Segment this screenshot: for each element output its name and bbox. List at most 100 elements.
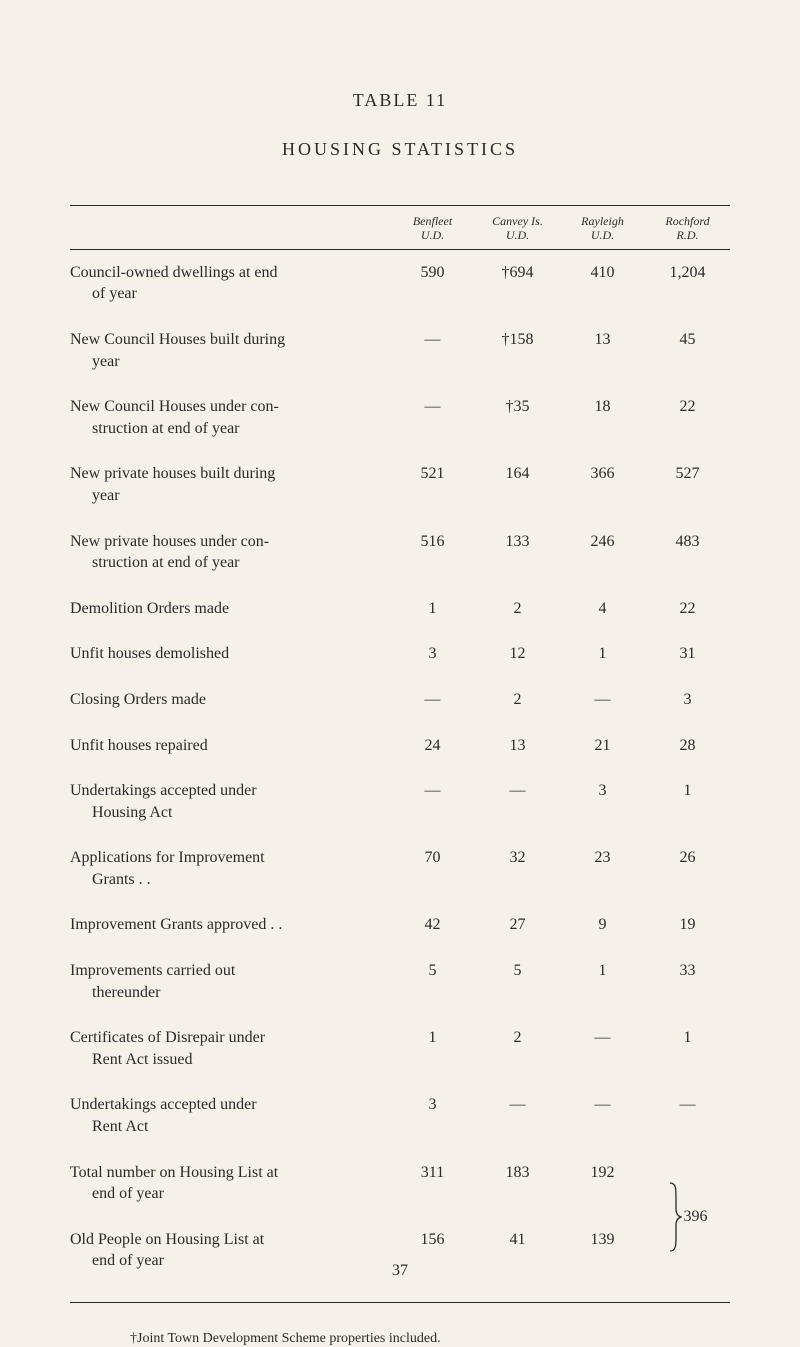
cell-value: 45 bbox=[645, 317, 730, 384]
row-label: Total number on Housing List atend of ye… bbox=[70, 1150, 390, 1217]
table-body: Council-owned dwellings at endof year590… bbox=[70, 249, 730, 1284]
cell-value: 18 bbox=[560, 384, 645, 451]
footnote: †Joint Town Development Scheme propertie… bbox=[70, 1331, 730, 1347]
cell-value: †158 bbox=[475, 317, 560, 384]
row-label: New Council Houses under con-struction a… bbox=[70, 384, 390, 451]
cell-value: 3 bbox=[390, 631, 475, 677]
cell-value: 5 bbox=[390, 948, 475, 1015]
row-label: Applications for ImprovementGrants . . bbox=[70, 835, 390, 902]
header-empty bbox=[70, 206, 390, 249]
cell-value: 246 bbox=[560, 519, 645, 586]
cell-value: 366 bbox=[560, 451, 645, 518]
row-label: Undertakings accepted underRent Act bbox=[70, 1082, 390, 1149]
header-col-3: RayleighU.D. bbox=[560, 206, 645, 249]
table-row: Demolition Orders made12422 bbox=[70, 586, 730, 632]
cell-value: 1 bbox=[390, 1015, 475, 1082]
row-label: Certificates of Disrepair underRent Act … bbox=[70, 1015, 390, 1082]
cell-value: 1 bbox=[560, 631, 645, 677]
page-number: 37 bbox=[0, 1262, 800, 1280]
row-label: Unfit houses repaired bbox=[70, 723, 390, 769]
cell-value: 23 bbox=[560, 835, 645, 902]
cell-value: 4 bbox=[560, 586, 645, 632]
cell-value: — bbox=[390, 317, 475, 384]
row-label: New private houses built duringyear bbox=[70, 451, 390, 518]
cell-value: — bbox=[390, 768, 475, 835]
cell-value: 12 bbox=[475, 631, 560, 677]
cell-value: 21 bbox=[560, 723, 645, 769]
row-label: Improvements carried outthereunder bbox=[70, 948, 390, 1015]
table-row: Undertakings accepted underRent Act3——— bbox=[70, 1082, 730, 1149]
table-row: New private houses under con-struction a… bbox=[70, 519, 730, 586]
header-col-2: Canvey Is.U.D. bbox=[475, 206, 560, 249]
cell-value: 2 bbox=[475, 677, 560, 723]
table-row: Closing Orders made—2—3 bbox=[70, 677, 730, 723]
cell-value: 516 bbox=[390, 519, 475, 586]
cell-value: 28 bbox=[645, 723, 730, 769]
table-row: Improvement Grants approved . .4227919 bbox=[70, 902, 730, 948]
statistics-table: BenfleetU.D. Canvey Is.U.D. RayleighU.D.… bbox=[70, 206, 730, 1284]
header-row: BenfleetU.D. Canvey Is.U.D. RayleighU.D.… bbox=[70, 206, 730, 249]
cell-value: 483 bbox=[645, 519, 730, 586]
bottom-rule bbox=[70, 1302, 730, 1303]
cell-value: 164 bbox=[475, 451, 560, 518]
cell-value: — bbox=[475, 1082, 560, 1149]
table-row: Improvements carried outthereunder55133 bbox=[70, 948, 730, 1015]
row-label: Council-owned dwellings at endof year bbox=[70, 249, 390, 317]
table-row: Applications for ImprovementGrants . .70… bbox=[70, 835, 730, 902]
table-row: New Council Houses built duringyear—†158… bbox=[70, 317, 730, 384]
cell-value: 70 bbox=[390, 835, 475, 902]
table-number: TABLE 11 bbox=[70, 90, 730, 111]
table-row: Certificates of Disrepair underRent Act … bbox=[70, 1015, 730, 1082]
cell-value: 27 bbox=[475, 902, 560, 948]
cell-value: 19 bbox=[645, 902, 730, 948]
table-row: New private houses built duringyear52116… bbox=[70, 451, 730, 518]
cell-value: 1 bbox=[645, 768, 730, 835]
cell-value: 22 bbox=[645, 586, 730, 632]
cell-value: 31 bbox=[645, 631, 730, 677]
cell-value: — bbox=[560, 1082, 645, 1149]
cell-value: 5 bbox=[475, 948, 560, 1015]
row-label: New Council Houses built duringyear bbox=[70, 317, 390, 384]
cell-value: 590 bbox=[390, 249, 475, 317]
table-row: New Council Houses under con-struction a… bbox=[70, 384, 730, 451]
row-label: Closing Orders made bbox=[70, 677, 390, 723]
cell-value: 527 bbox=[645, 451, 730, 518]
title-block: TABLE 11 HOUSING STATISTICS bbox=[70, 90, 730, 160]
brace-value: 396 bbox=[684, 1206, 708, 1228]
row-label: Demolition Orders made bbox=[70, 586, 390, 632]
cell-value: 1 bbox=[390, 586, 475, 632]
table-row: Undertakings accepted underHousing Act——… bbox=[70, 768, 730, 835]
cell-value: 521 bbox=[390, 451, 475, 518]
cell-value: 2 bbox=[475, 1015, 560, 1082]
table-title: HOUSING STATISTICS bbox=[70, 139, 730, 160]
cell-value: 311 bbox=[390, 1150, 475, 1217]
row-label: Improvement Grants approved . . bbox=[70, 902, 390, 948]
cell-value: — bbox=[645, 1082, 730, 1149]
row-label: New private houses under con-struction a… bbox=[70, 519, 390, 586]
cell-value: 33 bbox=[645, 948, 730, 1015]
cell-value: 2 bbox=[475, 586, 560, 632]
cell-value: †694 bbox=[475, 249, 560, 317]
cell-value: 3 bbox=[560, 768, 645, 835]
table-row: Unfit houses demolished312131 bbox=[70, 631, 730, 677]
cell-value: — bbox=[560, 1015, 645, 1082]
table-row: Council-owned dwellings at endof year590… bbox=[70, 249, 730, 317]
cell-value: 24 bbox=[390, 723, 475, 769]
cell-value: — bbox=[390, 384, 475, 451]
cell-value: 42 bbox=[390, 902, 475, 948]
table-row: Total number on Housing List atend of ye… bbox=[70, 1150, 730, 1217]
cell-value: †35 bbox=[475, 384, 560, 451]
cell-value: 13 bbox=[475, 723, 560, 769]
cell-value: 1,204 bbox=[645, 249, 730, 317]
cell-value: — bbox=[475, 768, 560, 835]
cell-value: 22 bbox=[645, 384, 730, 451]
cell-value: 32 bbox=[475, 835, 560, 902]
cell-value: 192 bbox=[560, 1150, 645, 1217]
cell-value: — bbox=[390, 677, 475, 723]
cell-value: 3 bbox=[645, 677, 730, 723]
cell-value: 9 bbox=[560, 902, 645, 948]
cell-value: — bbox=[560, 677, 645, 723]
cell-value: 13 bbox=[560, 317, 645, 384]
row-label: Unfit houses demolished bbox=[70, 631, 390, 677]
header-col-1: BenfleetU.D. bbox=[390, 206, 475, 249]
